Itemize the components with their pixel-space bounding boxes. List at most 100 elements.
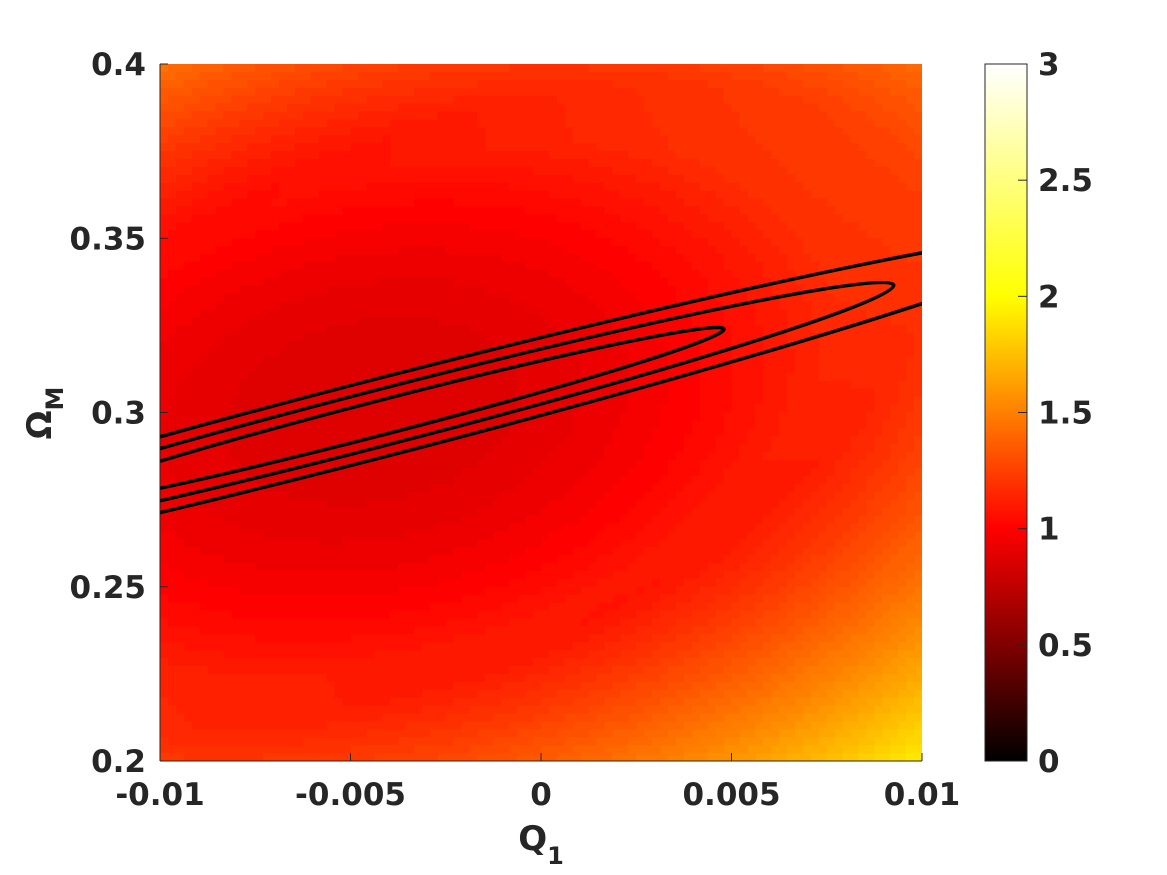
heatmap-cell <box>604 277 614 287</box>
heatmap-cell <box>834 333 844 342</box>
heatmap-cell <box>715 357 725 366</box>
heatmap-cell <box>517 64 526 73</box>
heatmap-cell <box>548 190 558 200</box>
heatmap-cell <box>707 396 717 406</box>
heatmap-cell <box>858 206 868 216</box>
heatmap-cell <box>421 364 431 374</box>
heatmap-cell <box>175 277 185 287</box>
heatmap-cell <box>715 222 725 231</box>
heatmap-cell <box>374 325 383 334</box>
heatmap-cell <box>652 127 661 136</box>
heatmap-cell <box>541 380 550 390</box>
heatmap-cell <box>707 452 717 461</box>
heatmap-cell <box>469 309 479 319</box>
heatmap-cell <box>620 380 629 390</box>
heatmap-cell <box>406 119 415 128</box>
heatmap-cell <box>850 206 860 216</box>
heatmap-cell <box>755 309 764 319</box>
heatmap-cell <box>652 277 661 287</box>
heatmap-cell <box>787 214 796 224</box>
heatmap-cell <box>279 277 288 287</box>
heatmap-cell <box>509 214 518 224</box>
heatmap-cell <box>501 182 510 192</box>
heatmap-cell <box>882 182 891 192</box>
heatmap-cell <box>564 436 574 445</box>
heatmap-cell <box>620 269 629 279</box>
heatmap-cell <box>199 341 209 350</box>
heatmap-cell <box>628 420 637 429</box>
heatmap-cell <box>874 444 883 453</box>
heatmap-cell <box>215 349 225 358</box>
heatmap-cell <box>818 119 828 128</box>
heatmap-cell <box>755 317 764 326</box>
heatmap-cell <box>564 364 574 374</box>
heatmap-cell <box>588 143 598 152</box>
heatmap-cell <box>326 198 336 208</box>
heatmap-cell <box>707 325 717 334</box>
heatmap-cell <box>858 64 868 73</box>
heatmap-cell <box>842 436 852 445</box>
heatmap-cell <box>771 64 780 73</box>
heatmap-cell <box>588 301 598 311</box>
heatmap-cell <box>501 467 510 477</box>
heatmap-cell <box>501 214 510 224</box>
heatmap-cell <box>580 238 590 247</box>
heatmap-cell <box>318 333 328 342</box>
heatmap-cell <box>350 174 360 184</box>
heatmap-cell <box>660 230 669 239</box>
heatmap-cell <box>215 452 225 461</box>
heatmap-cell <box>318 349 328 358</box>
heatmap-cell <box>382 159 391 168</box>
heatmap-cell <box>731 127 741 136</box>
heatmap-cell <box>406 230 415 239</box>
heatmap-cell <box>525 380 534 390</box>
heatmap-cell <box>572 71 582 81</box>
heatmap-cell <box>675 174 685 184</box>
heatmap-cell <box>731 79 741 89</box>
heatmap-cell <box>874 151 883 160</box>
heatmap-cell <box>914 182 922 192</box>
heatmap-cell <box>604 262 614 271</box>
heatmap-cell <box>914 452 922 461</box>
heatmap-cell <box>874 254 883 263</box>
heatmap-cell <box>739 262 748 271</box>
heatmap-cell <box>302 428 312 437</box>
heatmap-cell <box>231 222 240 231</box>
heatmap-cell <box>723 111 733 121</box>
heatmap-cell <box>493 119 502 128</box>
heatmap-cell <box>509 190 518 200</box>
heatmap-cell <box>898 71 907 81</box>
heatmap-cell <box>477 285 487 295</box>
heatmap-cell <box>318 206 328 216</box>
heatmap-cell <box>850 428 860 437</box>
heatmap-cell <box>207 95 217 105</box>
heatmap-cell <box>334 222 344 231</box>
heatmap-cell <box>414 254 423 263</box>
heatmap-cell <box>802 452 812 461</box>
heatmap-cell <box>247 254 256 263</box>
heatmap-cell <box>636 71 645 81</box>
heatmap-cell <box>850 396 860 406</box>
heatmap-cell <box>469 412 479 422</box>
heatmap-cell <box>271 357 280 366</box>
heatmap-cell <box>167 269 177 279</box>
heatmap-cell <box>826 293 836 303</box>
heatmap-cell <box>429 87 439 97</box>
heatmap-cell <box>485 269 494 279</box>
heatmap-cell <box>604 301 614 311</box>
heatmap-cell <box>914 119 922 128</box>
heatmap-cell <box>636 174 645 184</box>
heatmap-cell <box>477 269 487 279</box>
heatmap-cell <box>604 214 614 224</box>
heatmap-cell <box>414 372 423 382</box>
heatmap-cell <box>477 135 487 144</box>
heatmap-cell <box>421 206 431 216</box>
heatmap-cell <box>302 293 312 303</box>
heatmap-cell <box>739 64 748 73</box>
heatmap-cell <box>382 119 391 128</box>
heatmap-cell <box>183 87 193 97</box>
heatmap-cell <box>302 71 312 81</box>
heatmap-cell <box>509 174 518 184</box>
heatmap-cell <box>731 372 741 382</box>
heatmap-cell <box>294 285 304 295</box>
